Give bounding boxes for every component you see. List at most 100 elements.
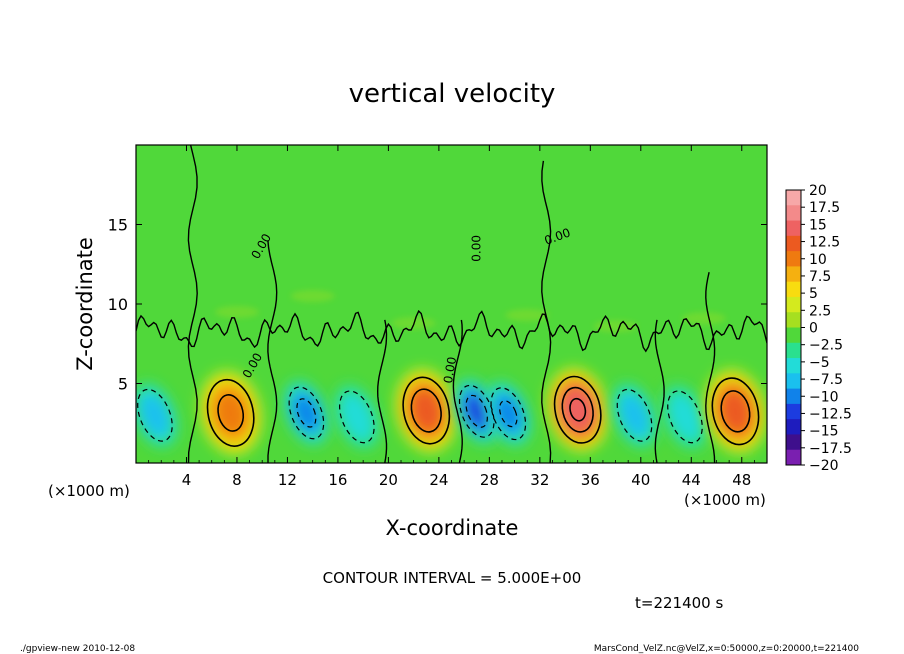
cell-shade [140,394,170,436]
colorbar-label: 15 [809,217,827,233]
zero-contour-boundary [654,319,665,463]
zero-contour-boundary [452,319,463,463]
zero-contour-boundary [267,240,278,463]
colorbar-label: 12.5 [809,235,840,251]
colorbar-label: 5 [809,286,818,302]
x-unit-left: (×1000 m) [48,482,130,500]
colorbar-segment [786,327,801,344]
contour-ring [561,386,594,433]
x-unit-right: (×1000 m) [684,491,766,509]
colorbar-label: −2.5 [809,338,843,354]
colorbar-label: 17.5 [809,200,840,216]
convective-cell [136,382,178,448]
convective-cell [454,378,500,444]
colorbar-label: −15 [809,424,839,440]
colorbar-label: −5 [809,355,830,371]
colorbar-label: 2.5 [809,303,831,319]
contour-ring [569,397,587,422]
colorbar-segment [786,220,801,237]
colorbar-label: 7.5 [809,269,831,285]
colorbar-segment [786,419,801,435]
cell-shade [464,394,489,429]
contour-ring [465,394,488,428]
colorbar-label: 10 [809,252,827,268]
x-tick-label: 40 [631,471,650,489]
y-axis-ticks: 5 10 15 [108,216,767,394]
texture-patch [290,290,335,303]
contour-lines [136,145,767,463]
colorbar-label: −17.5 [809,441,852,457]
colorbar-label: 0 [809,321,818,337]
convective-cell [334,384,380,450]
contour-interval: CONTOUR INTERVAL = 5.000E+00 [323,569,582,587]
zero-contour-boundary [705,272,716,463]
colorbar-segment [786,205,801,222]
texture-patch [214,305,259,318]
colorbar-label: −20 [809,458,839,474]
x-tick-label: 8 [232,471,242,489]
zero-contour-boundary [187,145,198,463]
chart-title: vertical velocity [349,79,556,109]
colorbar-segment [786,251,801,267]
colorbar-segment [786,449,801,466]
upper-layer-texture [214,290,726,333]
colorbar-segment [786,312,801,328]
contour-ring [217,394,245,432]
cell-shade [620,394,649,436]
y-tick-label: 10 [108,295,128,314]
colorbar-segment [786,403,801,420]
texture-patch [593,320,638,333]
colorbar-segment [786,235,801,252]
colorbar-label: −12.5 [809,406,852,422]
x-tick-label: 4 [182,471,192,489]
colorbar-segment [786,266,801,283]
cell-shade [410,388,443,433]
x-tick-label: 16 [328,471,347,489]
x-axis-ticks: 4 8 12 16 20 24 28 32 36 40 44 48 [148,145,755,489]
contour-ring [339,390,375,444]
colorbar-segment [786,190,801,206]
y-tick-label: 5 [118,375,128,394]
colorbar-segment [786,434,801,451]
cell-shade [293,394,320,432]
contour-ring [499,400,518,428]
y-axis-label: Z-coordinate [73,237,97,371]
velocity-field [136,290,767,455]
cell-shade [668,392,702,441]
convective-cell [662,384,708,450]
colorbar-segment [786,373,801,390]
colorbar-segment [786,296,801,313]
contour-ring [720,390,751,433]
x-tick-label: 44 [682,471,701,489]
contour-ring [667,390,703,444]
colorbar-label: −7.5 [809,372,843,388]
contour-ring [553,375,602,444]
cell-shade [562,388,594,431]
colorbar-segment [786,388,801,405]
texture-patch [505,309,550,322]
texture-patch [681,312,726,325]
zero-contour-boundary [541,160,552,463]
contour-ring [410,388,442,433]
cell-shade [340,392,374,441]
zero-contour-boundary [376,319,388,463]
x-tick-label: 28 [480,471,499,489]
contour-ring [616,388,653,442]
x-tick-label: 48 [732,471,751,489]
contour-label: 0.00 [441,356,459,385]
cell-shade [719,389,752,434]
time-label: t=221400 s [635,594,723,612]
contour-ring [402,376,451,445]
footer-left: ./gpview-new 2010-12-08 [20,644,135,654]
x-tick-label: 32 [530,471,549,489]
contour-ring [206,378,255,447]
colorbar-segment [786,281,801,298]
contour-ring [288,386,325,440]
y-tick-label: 15 [108,216,128,235]
x-tick-label: 24 [429,471,448,489]
cell-shade [495,395,522,433]
colorbar-segment [786,358,801,374]
x-tick-label: 12 [278,471,297,489]
